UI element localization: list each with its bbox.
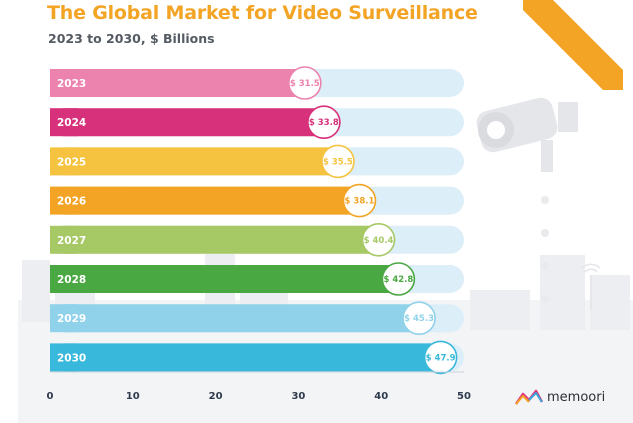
value-label: $ 38.1 bbox=[345, 197, 375, 207]
skyline-building bbox=[22, 260, 50, 322]
bar bbox=[50, 265, 405, 293]
bar-category-label: 2029 bbox=[57, 313, 86, 325]
bar-cap bbox=[50, 69, 78, 97]
x-axis-ticks: 0 10 20 30 40 50 bbox=[47, 391, 471, 402]
banner-ribbon bbox=[523, 0, 623, 90]
x-tick-label: 10 bbox=[126, 391, 140, 402]
bar-category-label: 2027 bbox=[57, 235, 86, 247]
skyline-building bbox=[470, 290, 530, 330]
shield-lock-icon bbox=[590, 2, 612, 30]
bar-cap bbox=[50, 225, 78, 254]
value-bubble bbox=[423, 340, 458, 375]
security-banner: SECURITY bbox=[523, 0, 623, 90]
value-bubble bbox=[361, 223, 396, 257]
bar-cap bbox=[50, 343, 78, 372]
bar bbox=[50, 69, 311, 97]
bar-cap bbox=[50, 304, 78, 333]
value-label: $ 47.9 bbox=[426, 353, 456, 363]
wifi-icon bbox=[581, 263, 601, 310]
value-label: $ 42.8 bbox=[383, 275, 413, 285]
bar bbox=[50, 108, 330, 137]
brand-name: memoori bbox=[547, 389, 606, 405]
bar-cap bbox=[50, 186, 78, 215]
chart-title: The Global Market for Video Surveillance bbox=[47, 2, 478, 24]
value-label: $ 33.8 bbox=[309, 118, 339, 128]
bar-category-label: 2030 bbox=[57, 352, 86, 364]
brand-logo: memoori bbox=[514, 388, 605, 406]
value-bubble bbox=[321, 144, 355, 179]
bar-cap bbox=[50, 147, 78, 176]
bar-category-label: 2024 bbox=[57, 117, 86, 129]
skyline-building bbox=[590, 275, 630, 330]
x-tick-label: 40 bbox=[374, 391, 388, 402]
bar-category-label: 2026 bbox=[57, 196, 86, 208]
bar-cap bbox=[50, 265, 78, 293]
x-tick-label: 20 bbox=[209, 391, 223, 402]
cctv-camera-icon bbox=[476, 97, 578, 303]
value-label: $ 35.5 bbox=[323, 157, 353, 167]
bar bbox=[50, 343, 447, 372]
x-tick-label: 50 bbox=[457, 391, 471, 402]
bar-category-label: 2025 bbox=[57, 156, 86, 168]
value-bubble bbox=[342, 183, 377, 218]
value-bubble bbox=[381, 262, 416, 296]
x-tick-label: 30 bbox=[291, 391, 305, 402]
bar-cap bbox=[50, 108, 78, 137]
bar bbox=[50, 186, 366, 215]
value-bubble bbox=[288, 66, 322, 100]
value-label: $ 31.5 bbox=[290, 79, 320, 89]
x-tick-label: 0 bbox=[47, 391, 54, 402]
value-bubble bbox=[402, 301, 436, 336]
bar bbox=[50, 225, 385, 254]
value-bubble bbox=[307, 105, 341, 139]
bar-category-label: 2028 bbox=[57, 274, 86, 286]
background-skyline bbox=[18, 97, 633, 423]
chart-subtitle: 2023 to 2030, $ Billions bbox=[48, 31, 215, 46]
bars: 2023 $ 31.5 2024 $ 33.8 2025 $ 35.5 2026 $ 38.1… bbox=[50, 66, 464, 375]
value-label: $ 40.4 bbox=[364, 236, 394, 246]
bar bbox=[50, 304, 426, 333]
memoori-logo-icon bbox=[514, 389, 544, 405]
bar-category-label: 2023 bbox=[57, 78, 86, 90]
bar bbox=[50, 147, 344, 176]
value-label: $ 45.3 bbox=[404, 314, 434, 324]
